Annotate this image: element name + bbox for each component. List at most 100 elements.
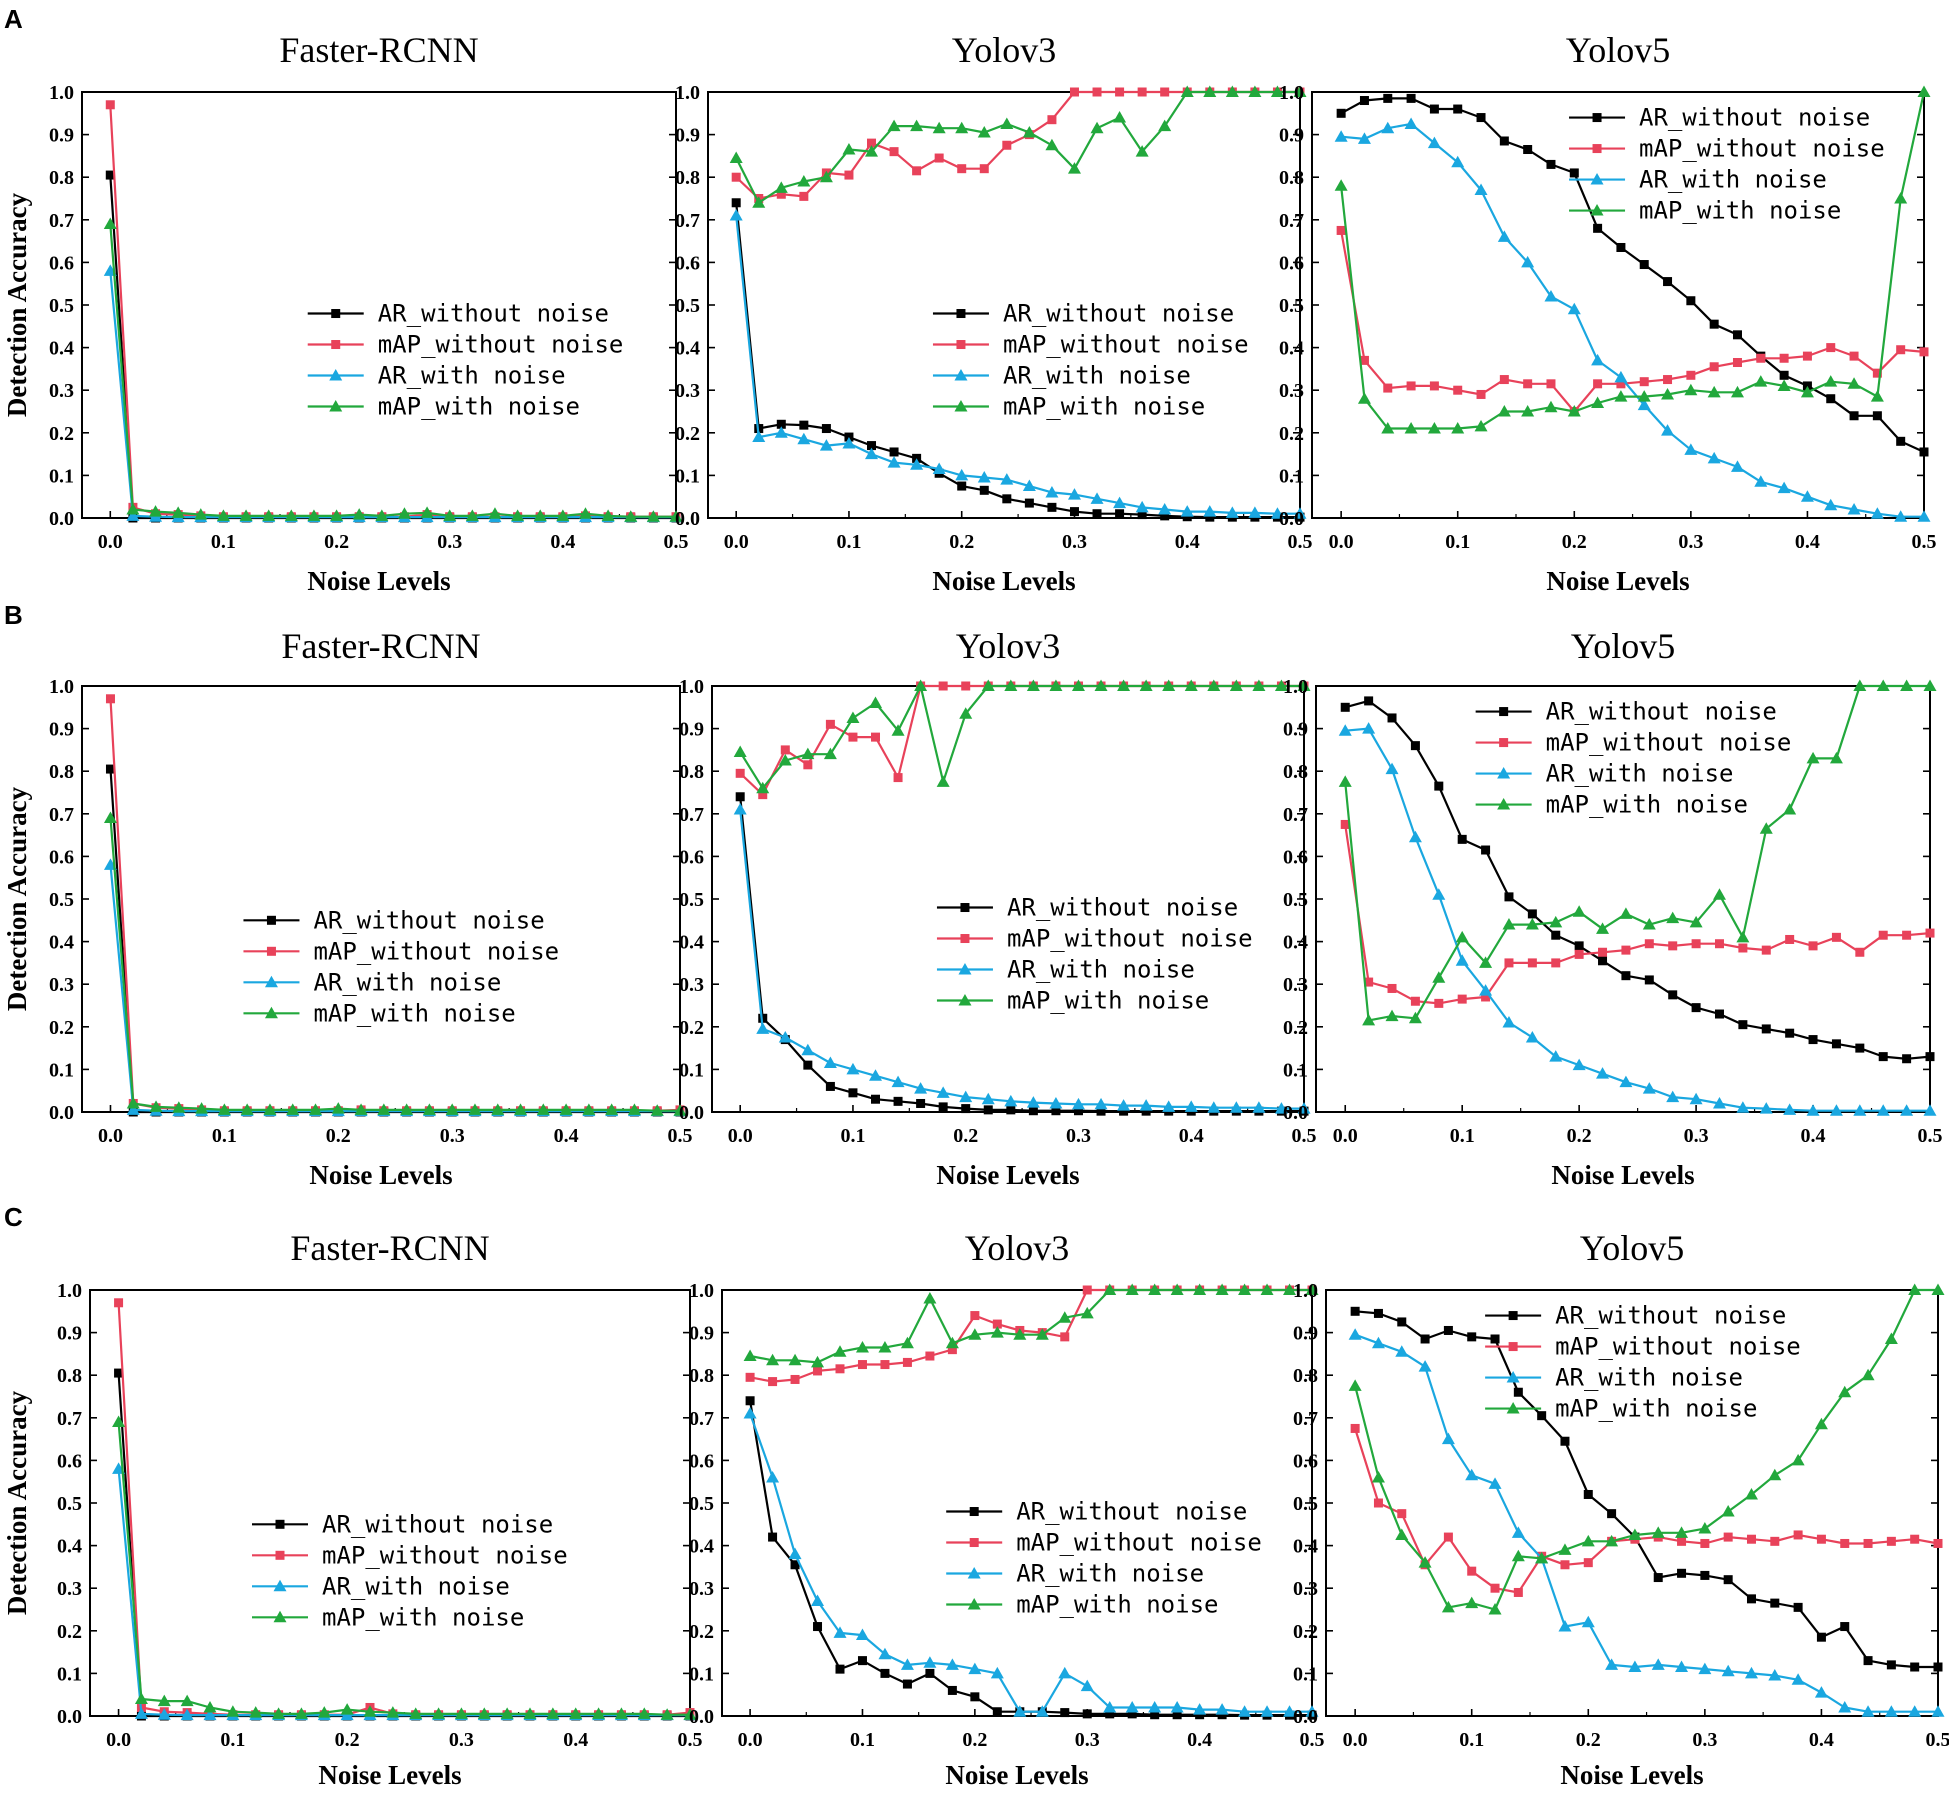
data-point xyxy=(272,1707,286,1719)
data-point xyxy=(1162,1100,1176,1112)
data-point xyxy=(945,1336,959,1349)
data-point xyxy=(1721,1505,1735,1517)
legend-marker xyxy=(954,400,968,412)
data-point xyxy=(1479,956,1493,968)
data-point xyxy=(758,790,768,800)
data-point xyxy=(1427,422,1441,434)
legend-marker xyxy=(275,1550,285,1560)
y-tick-label: 0.5 xyxy=(49,295,74,317)
y-tick-label: 0.7 xyxy=(1279,210,1304,232)
x-tick-label: 0.2 xyxy=(324,531,349,553)
data-point xyxy=(1225,85,1239,97)
legend-label: mAP_without noise xyxy=(1546,729,1792,757)
y-tick-label: 0.1 xyxy=(1293,1663,1318,1685)
legend-label: AR_with noise xyxy=(1546,760,1734,788)
y-tick-label: 0.9 xyxy=(1283,719,1308,741)
data-point xyxy=(1215,1283,1229,1295)
y-tick-label: 0.4 xyxy=(1293,1536,1318,1558)
legend-item: AR_without noise xyxy=(1475,698,1777,726)
legend-label: AR_without noise xyxy=(1639,104,1870,132)
data-point xyxy=(126,509,140,521)
data-point xyxy=(546,1707,560,1719)
data-point xyxy=(1090,121,1104,134)
x-tick-label: 0.0 xyxy=(1333,1125,1358,1147)
data-point xyxy=(1878,930,1888,940)
data-point xyxy=(1293,507,1307,519)
data-point xyxy=(910,119,924,132)
data-point xyxy=(1783,803,1797,815)
y-tick-label: 0.7 xyxy=(49,210,74,232)
data-point xyxy=(569,1707,583,1719)
data-point xyxy=(983,1105,993,1115)
data-point xyxy=(1094,1097,1108,1110)
data-point xyxy=(1058,1311,1072,1323)
data-point xyxy=(605,1103,619,1115)
series-map-with-noise xyxy=(743,1283,1319,1368)
data-point xyxy=(1359,355,1369,365)
data-point xyxy=(157,1708,171,1720)
data-point xyxy=(1385,1009,1399,1022)
data-point xyxy=(1621,945,1631,955)
data-point xyxy=(955,468,969,481)
x-axis-label: Noise Levels xyxy=(309,1160,452,1190)
series-ar-with-noise xyxy=(733,803,1311,1114)
legend-marker xyxy=(958,963,972,975)
data-point xyxy=(1777,379,1791,391)
series-line xyxy=(1340,122,1924,518)
series-line xyxy=(1354,1428,1939,1594)
data-point xyxy=(981,1092,995,1105)
legend-marker xyxy=(329,400,343,412)
x-tick-label: 0.0 xyxy=(98,1125,123,1147)
legend-marker xyxy=(969,1538,979,1548)
x-tick-label: 0.1 xyxy=(211,531,236,553)
y-tick-label: 1.0 xyxy=(57,1280,82,1302)
data-point xyxy=(1829,751,1843,764)
y-tick-label: 0.0 xyxy=(49,1102,74,1124)
data-point xyxy=(683,1708,697,1720)
data-point xyxy=(1910,1662,1920,1672)
data-point xyxy=(1067,162,1081,174)
legend-marker xyxy=(1592,113,1602,123)
legend-item: mAP_without noise xyxy=(307,331,623,359)
data-point xyxy=(1490,1583,1500,1593)
data-point xyxy=(957,481,967,491)
data-point xyxy=(1581,1534,1595,1547)
data-point xyxy=(500,1707,514,1719)
x-tick-label: 0.2 xyxy=(949,531,974,553)
y-tick-label: 0.5 xyxy=(675,295,700,317)
y-tick-label: 0.8 xyxy=(57,1365,82,1387)
data-point xyxy=(1443,1325,1453,1335)
data-point xyxy=(766,1353,780,1366)
legend-item: mAP_without noise xyxy=(252,1541,568,1569)
data-point xyxy=(819,439,833,451)
y-tick-label: 0.1 xyxy=(49,465,74,487)
y-tick-label: 0.8 xyxy=(49,167,74,189)
data-point xyxy=(1381,422,1395,434)
data-point xyxy=(733,745,747,758)
data-point xyxy=(1605,1534,1619,1547)
x-axis-label: Noise Levels xyxy=(932,566,1075,596)
data-point xyxy=(1800,385,1814,398)
data-point xyxy=(103,217,117,230)
data-point xyxy=(731,198,741,208)
data-point xyxy=(1689,1092,1703,1105)
data-point xyxy=(1049,679,1063,691)
data-point xyxy=(957,164,967,174)
x-tick-label: 0.3 xyxy=(1678,531,1703,553)
legend-marker xyxy=(967,1567,981,1579)
data-point xyxy=(902,1357,912,1367)
data-point xyxy=(981,679,995,691)
data-point xyxy=(1738,943,1748,953)
data-point xyxy=(556,509,570,521)
y-tick-label: 0.5 xyxy=(689,1493,714,1515)
data-point xyxy=(1252,1101,1266,1113)
data-point xyxy=(216,509,230,521)
y-tick-label: 0.6 xyxy=(689,1450,714,1472)
x-tick-label: 0.4 xyxy=(1179,1125,1204,1147)
y-tick-label: 0.4 xyxy=(689,1536,714,1558)
data-point xyxy=(893,1096,903,1106)
data-point xyxy=(1334,130,1348,142)
y-tick-label: 0.9 xyxy=(689,1323,714,1345)
data-point xyxy=(1305,1283,1319,1295)
y-tick-label: 0.1 xyxy=(1279,465,1304,487)
